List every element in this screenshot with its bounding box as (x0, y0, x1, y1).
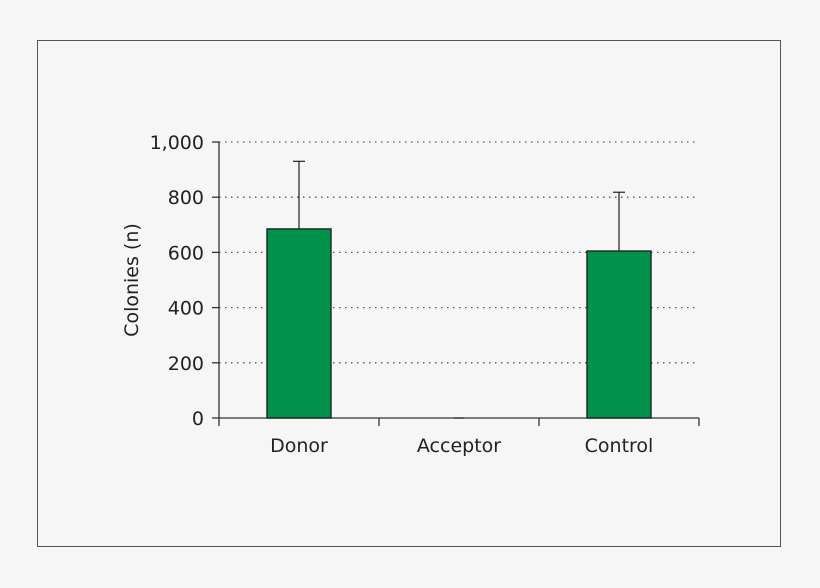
labels: 0 200 400 600 800 1,000 Donor Acceptor Control (150, 132, 654, 457)
chart-frame (37, 40, 781, 547)
x-category-label-donor: Donor (270, 435, 328, 457)
bar-donor (266, 228, 332, 419)
grid-lines (219, 141, 699, 364)
y-tick-label-600: 600 (168, 242, 204, 264)
x-category-label-acceptor: Acceptor (417, 435, 501, 457)
y-tick-label-400: 400 (168, 298, 204, 320)
y-tick-label-800: 800 (168, 187, 204, 209)
bars (266, 160, 652, 419)
y-axis-title: Colonies (n) (121, 223, 143, 337)
bar-control (586, 250, 652, 419)
y-tick-label-200: 200 (168, 353, 204, 375)
x-category-label-control: Control (585, 435, 654, 457)
y-tick-label-1000: 1,000 (150, 132, 204, 154)
y-tick-label-0: 0 (192, 408, 204, 430)
